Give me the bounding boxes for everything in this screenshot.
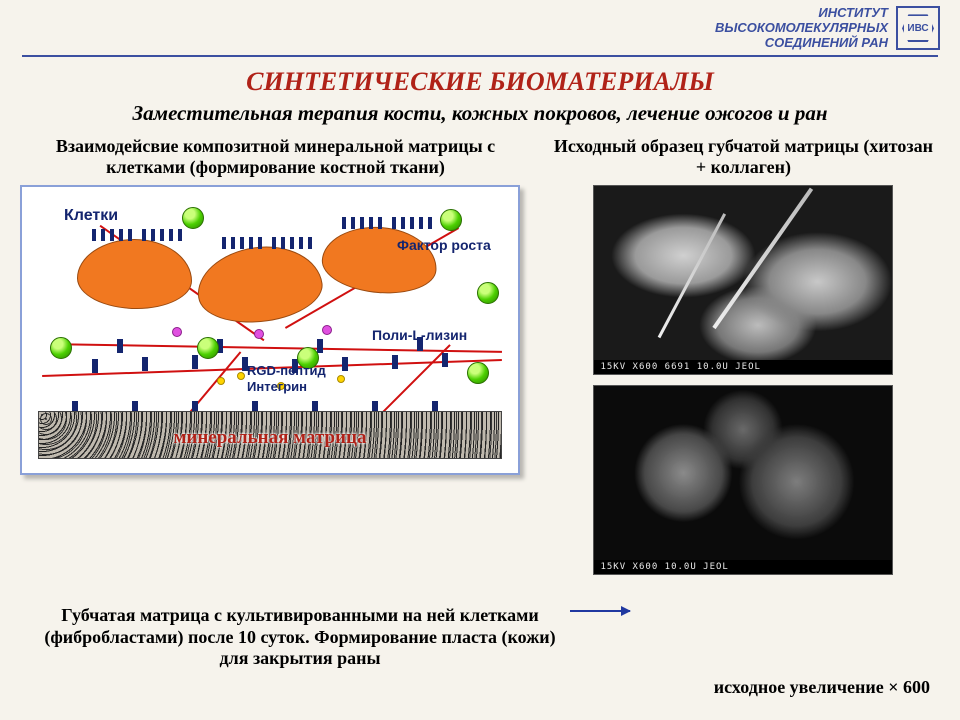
label-growth-factor: Фактор роста [397,237,491,253]
header: ИНСТИТУТ ВЫСОКОМОЛЕКУЛЯРНЫХ СОЕДИНЕНИЙ Р… [0,0,960,55]
growth-factor-dot [182,207,204,229]
right-column: Исходный образец губчатой матрицы (хитоз… [547,136,940,585]
logo-text: ИВС [902,14,934,42]
integrin-dot [172,327,182,337]
sem-image-1: 15KV X600 6691 10.0U JEOL [593,185,893,375]
page-subtitle: Заместительная терапия кости, кожных пок… [0,101,960,126]
cell-shape [320,223,439,297]
sem-info-strip: 15KV X600 10.0U JEOL [594,560,892,574]
institute-name: ИНСТИТУТ ВЫСОКОМОЛЕКУЛЯРНЫХ СОЕДИНЕНИЙ Р… [715,6,888,51]
tick-mark [192,355,198,369]
tick-mark [117,339,123,353]
logo: ИВС [896,6,940,50]
growth-factor-dot [50,337,72,359]
interaction-diagram: Клетки Фактор роста Поли-L-лизин RGD-пеп… [20,185,520,475]
label-integrin: Интегрин [247,379,307,394]
label-mineral-matrix: минеральная матрица [22,427,518,449]
sem-image-2: 15KV X600 10.0U JEOL [593,385,893,575]
cell-brush [272,237,312,249]
cell-brush [142,229,182,241]
growth-factor-dot [467,362,489,384]
tick-mark [142,357,148,371]
arrow-icon [570,610,630,612]
tick-mark [342,357,348,371]
header-divider [22,55,938,57]
tick-mark [392,355,398,369]
sem-art [594,386,892,560]
cell-brush [392,217,432,229]
sem-art [594,186,892,360]
rgd-dot [217,377,225,385]
integrin-dot [322,325,332,335]
rgd-dot [237,372,245,380]
institute-line: ИНСТИТУТ [715,6,888,21]
cell-shape [77,239,192,309]
bottom-caption: Губчатая матрица с культивированными на … [40,605,560,670]
left-column: Взаимодейсвие композитной минеральной ма… [20,136,531,585]
label-rgd: RGD-пептид [247,363,326,378]
label-cells: Клетки [64,207,118,225]
left-caption: Взаимодейсвие композитной минеральной ма… [20,136,531,177]
institute-line: СОЕДИНЕНИЙ РАН [715,36,888,51]
sem-info-strip: 15KV X600 6691 10.0U JEOL [594,360,892,374]
growth-factor-dot [477,282,499,304]
label-poly-l-lysine: Поли-L-лизин [372,327,467,343]
page-title: СИНТЕТИЧЕСКИЕ БИОМАТЕРИАЛЫ [0,67,960,97]
magnification-label: исходное увеличение × 600 [714,677,930,698]
cell-brush [222,237,262,249]
growth-factor-dot [197,337,219,359]
tick-mark [92,359,98,373]
content-columns: Взаимодейсвие композитной минеральной ма… [0,136,960,585]
cell-brush [342,217,382,229]
right-caption: Исходный образец губчатой матрицы (хитоз… [547,136,940,177]
tick-mark [317,339,323,353]
rgd-dot [337,375,345,383]
institute-line: ВЫСОКОМОЛЕКУЛЯРНЫХ [715,21,888,36]
cell-brush [92,229,132,241]
tick-mark [442,353,448,367]
